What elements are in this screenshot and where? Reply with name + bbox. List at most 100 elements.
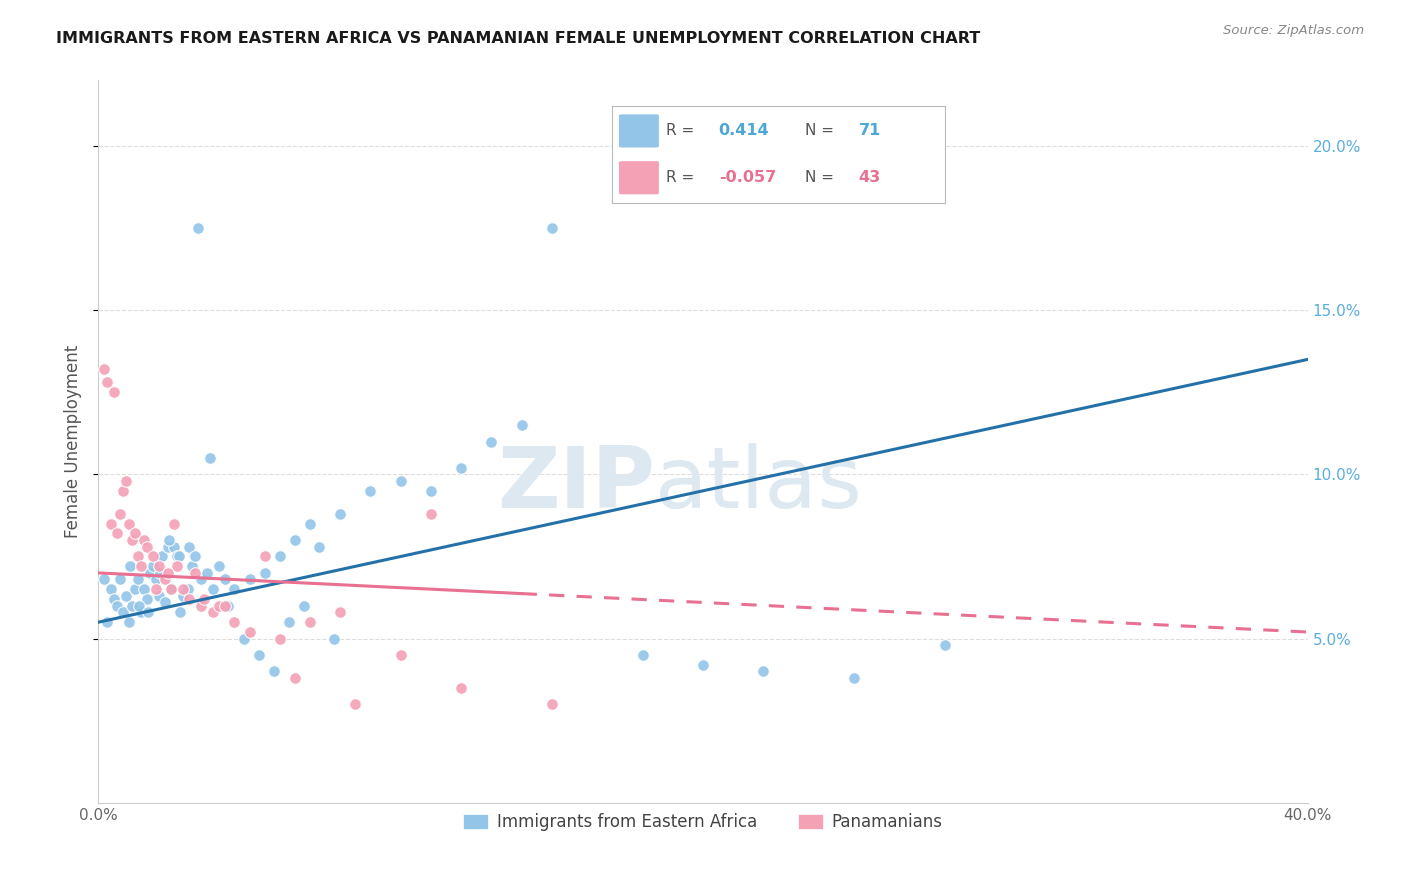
Point xyxy=(118,615,141,630)
Point xyxy=(100,582,122,597)
Point xyxy=(329,507,352,521)
Point xyxy=(124,582,146,597)
Point xyxy=(184,566,207,580)
Point xyxy=(163,540,186,554)
Point xyxy=(214,573,236,587)
Point xyxy=(103,592,125,607)
Point xyxy=(214,599,236,613)
Point xyxy=(114,474,136,488)
Point xyxy=(184,549,207,564)
Point xyxy=(150,549,173,564)
Point xyxy=(202,605,225,619)
Point xyxy=(127,573,149,587)
Point xyxy=(145,573,167,587)
Point xyxy=(166,559,188,574)
Point xyxy=(172,582,194,597)
Point xyxy=(167,549,190,564)
Point xyxy=(190,599,212,613)
Point xyxy=(195,566,218,580)
Point xyxy=(269,549,291,564)
Point xyxy=(247,648,270,662)
Point xyxy=(239,625,262,640)
Point xyxy=(111,605,134,619)
Point xyxy=(108,507,131,521)
Point xyxy=(239,573,262,587)
Point xyxy=(420,507,443,521)
Point xyxy=(253,549,276,564)
Point xyxy=(481,434,503,449)
Point xyxy=(128,599,150,613)
Point xyxy=(253,566,276,580)
Point xyxy=(93,573,115,587)
Point xyxy=(540,221,562,235)
Point xyxy=(232,632,254,646)
Point xyxy=(208,559,231,574)
Point xyxy=(299,615,322,630)
Point xyxy=(142,549,165,564)
Point xyxy=(142,559,165,574)
Point xyxy=(96,615,118,630)
Point xyxy=(124,526,146,541)
Text: Source: ZipAtlas.com: Source: ZipAtlas.com xyxy=(1223,24,1364,37)
Text: ZIP: ZIP xyxy=(496,443,655,526)
Point xyxy=(224,615,246,630)
Point xyxy=(160,582,183,597)
Point xyxy=(132,533,155,547)
Point xyxy=(389,474,412,488)
Point xyxy=(344,698,367,712)
Point xyxy=(200,450,222,465)
Point xyxy=(135,592,157,607)
Point xyxy=(166,549,188,564)
Point xyxy=(176,582,198,597)
Point xyxy=(120,559,142,574)
Point xyxy=(156,540,179,554)
Point xyxy=(217,599,239,613)
Point xyxy=(127,549,149,564)
Point xyxy=(111,483,134,498)
Text: IMMIGRANTS FROM EASTERN AFRICA VS PANAMANIAN FEMALE UNEMPLOYMENT CORRELATION CHA: IMMIGRANTS FROM EASTERN AFRICA VS PANAMA… xyxy=(56,31,980,46)
Point xyxy=(160,582,183,597)
Point xyxy=(389,648,412,662)
Point xyxy=(103,385,125,400)
Point xyxy=(121,533,143,547)
Point xyxy=(284,533,307,547)
Point xyxy=(153,573,176,587)
Point xyxy=(631,648,654,662)
Point xyxy=(153,595,176,609)
Point xyxy=(118,516,141,531)
Point xyxy=(510,418,533,433)
Point xyxy=(121,599,143,613)
Point xyxy=(193,592,215,607)
Legend: Immigrants from Eastern Africa, Panamanians: Immigrants from Eastern Africa, Panamani… xyxy=(457,806,949,838)
Point xyxy=(100,516,122,531)
Point xyxy=(145,582,167,597)
Point xyxy=(299,516,322,531)
Point xyxy=(136,605,159,619)
Point xyxy=(323,632,346,646)
Point xyxy=(129,605,152,619)
Point xyxy=(329,605,352,619)
Point xyxy=(148,589,170,603)
Point xyxy=(105,599,128,613)
Point xyxy=(181,559,204,574)
Point xyxy=(208,599,231,613)
Point xyxy=(105,526,128,541)
Point xyxy=(135,540,157,554)
Point xyxy=(114,589,136,603)
Point xyxy=(308,540,330,554)
Point xyxy=(934,638,956,652)
Point xyxy=(269,632,291,646)
Point xyxy=(202,582,225,597)
Point xyxy=(277,615,299,630)
Point xyxy=(190,573,212,587)
Point xyxy=(752,665,775,679)
Point xyxy=(172,589,194,603)
Point xyxy=(179,592,201,607)
Point xyxy=(844,671,866,685)
Point xyxy=(108,573,131,587)
Point xyxy=(148,559,170,574)
Point xyxy=(450,681,472,695)
Point xyxy=(139,566,162,580)
Point xyxy=(93,362,115,376)
Text: atlas: atlas xyxy=(655,443,863,526)
